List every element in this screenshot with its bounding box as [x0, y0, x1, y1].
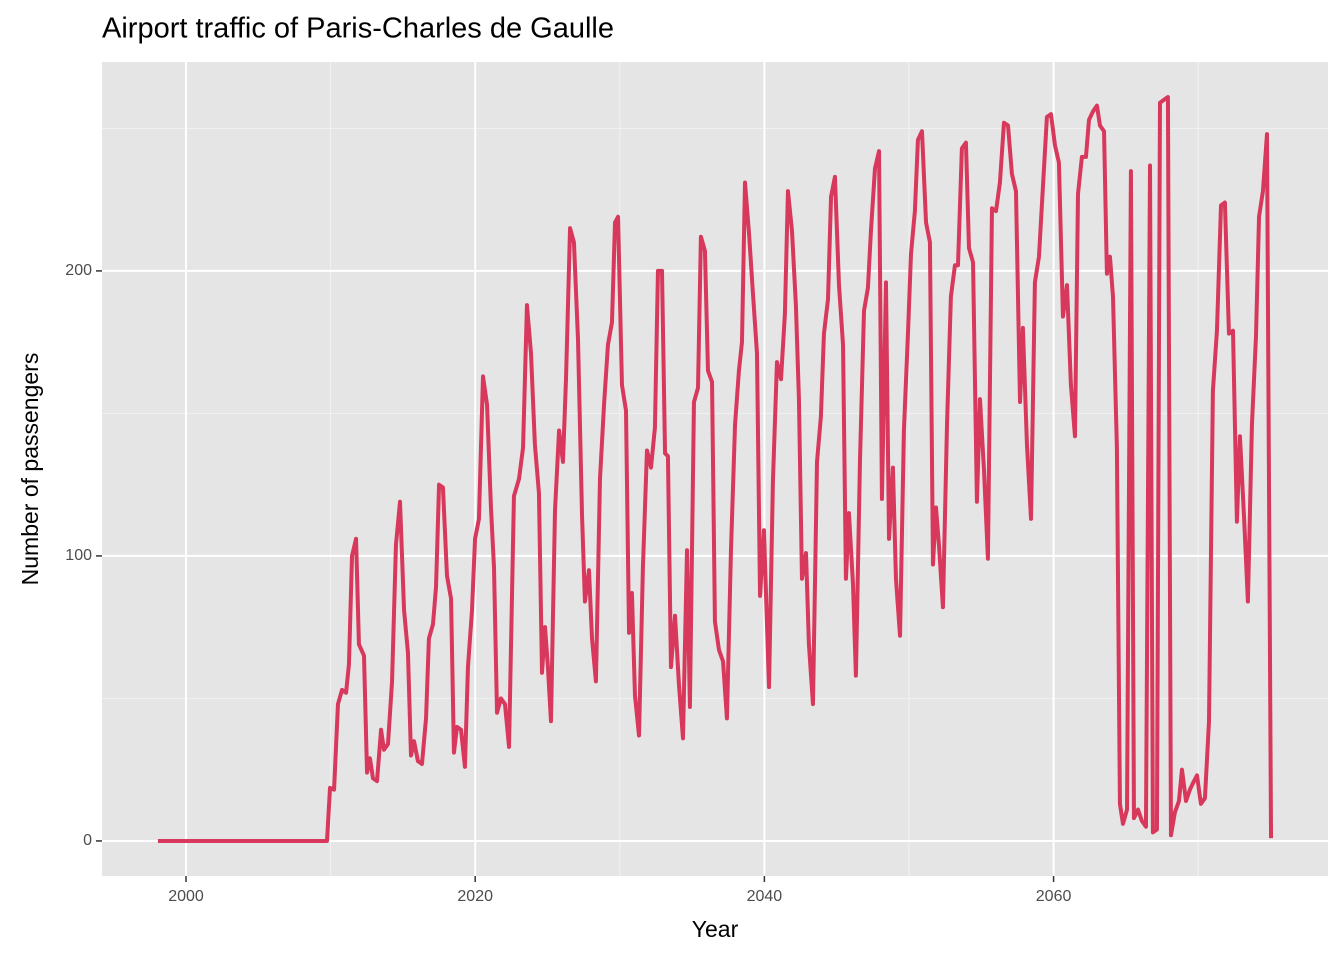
- chart-title: Airport traffic of Paris-Charles de Gaul…: [102, 13, 614, 45]
- x-tick-label: 2000: [168, 888, 204, 905]
- x-tick-label: 2020: [457, 888, 493, 905]
- x-tick-label: 2040: [747, 888, 783, 905]
- x-axis-title: Year: [692, 916, 739, 942]
- y-tick-label: 200: [65, 262, 92, 279]
- x-tick-label: 2060: [1036, 888, 1072, 905]
- y-tick-label: 100: [65, 547, 92, 564]
- y-tick-label: 0: [83, 832, 92, 849]
- y-axis-title: Number of passengers: [17, 353, 43, 586]
- line: [157, 95, 1274, 843]
